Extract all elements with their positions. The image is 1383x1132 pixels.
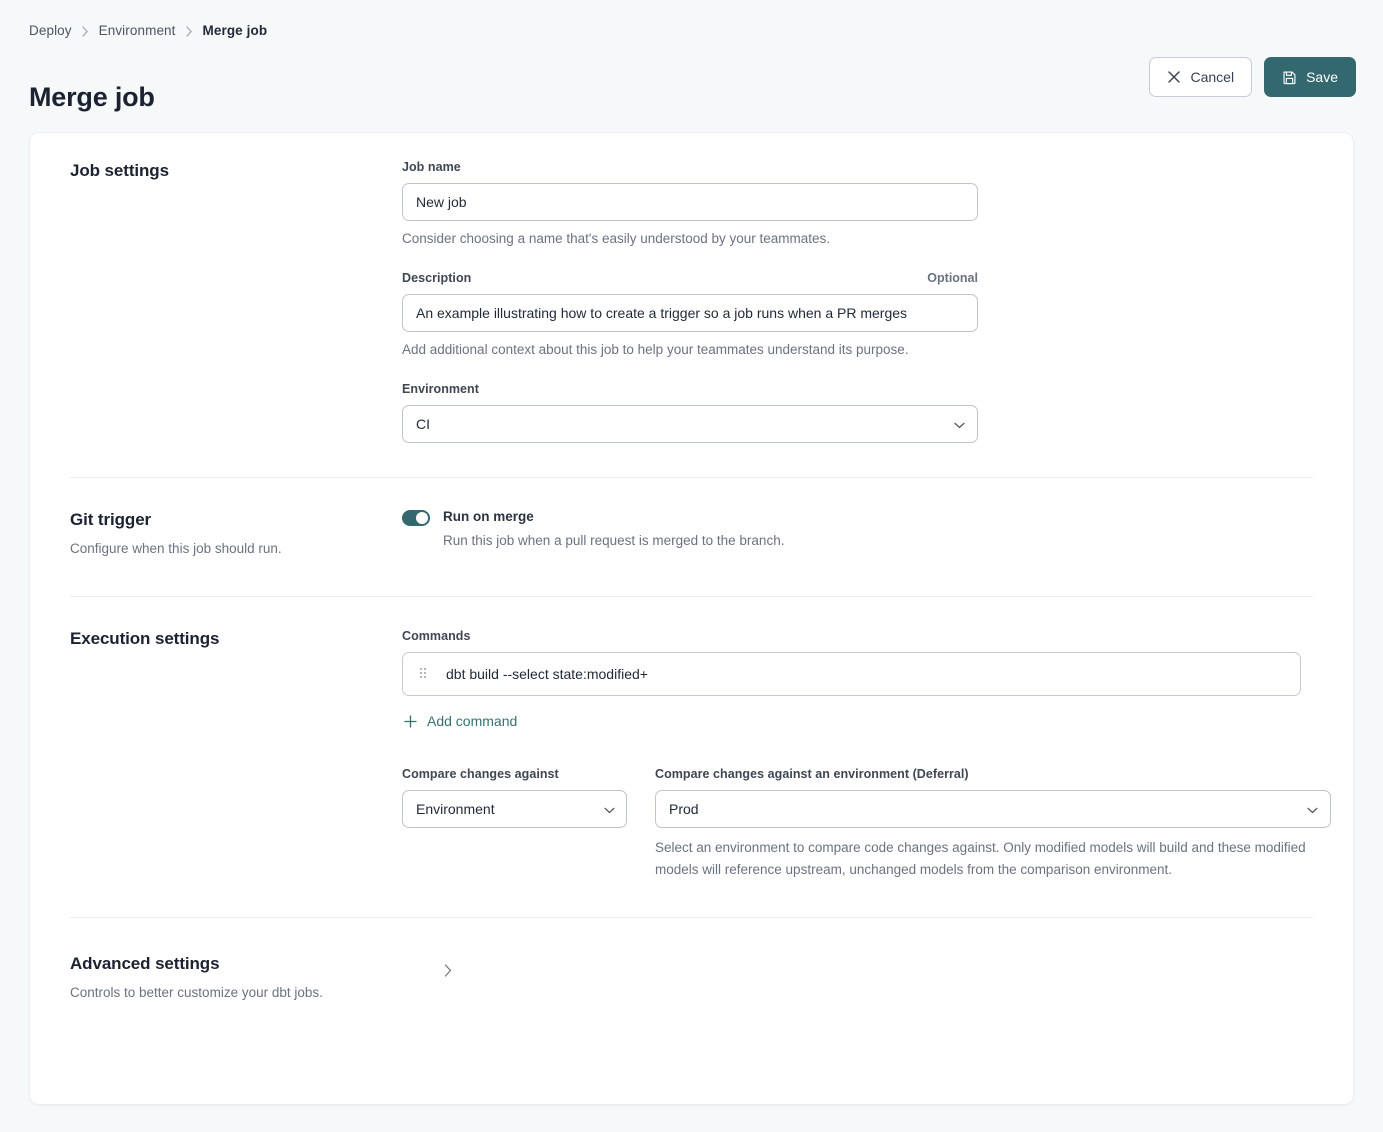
- section-job-settings-body: Job name New job Consider choosing a nam…: [402, 159, 1313, 443]
- description-optional-badge: Optional: [927, 271, 978, 285]
- run-on-merge-label: Run on merge: [443, 509, 534, 524]
- add-command-button[interactable]: Add command: [402, 711, 519, 731]
- field-environment: Environment CI: [402, 381, 1313, 443]
- close-icon: [1167, 70, 1181, 84]
- chevron-right-icon: [185, 25, 193, 37]
- drag-handle-icon[interactable]: [420, 668, 428, 680]
- section-job-settings: Job settings Job name New job Consider c…: [30, 133, 1353, 477]
- breadcrumb-item-environment[interactable]: Environment: [98, 23, 176, 38]
- section-git-trigger-body: Run on merge Run this job when a pull re…: [402, 508, 1313, 558]
- deferral-label: Compare changes against an environment (…: [655, 766, 969, 781]
- description-input-value: An example illustrating how to create a …: [416, 305, 908, 321]
- settings-card: Job settings Job name New job Consider c…: [29, 132, 1354, 1105]
- section-job-settings-header: Job settings: [70, 159, 402, 443]
- deferral-help: Select an environment to compare code ch…: [655, 839, 1306, 877]
- environment-select[interactable]: CI: [402, 405, 978, 443]
- commands-label: Commands: [402, 629, 471, 643]
- cancel-button[interactable]: Cancel: [1149, 57, 1253, 97]
- section-divider: [70, 477, 1313, 478]
- compare-changes-against-value: Environment: [416, 800, 495, 817]
- section-git-trigger-header: Git trigger Configure when this job shou…: [70, 508, 402, 558]
- section-title: Execution settings: [70, 629, 220, 648]
- section-execution-settings-body: Commands dbt build --select state:modifi…: [402, 627, 1331, 881]
- section-git-trigger: Git trigger Configure when this job shou…: [30, 478, 1353, 596]
- section-subtitle: Controls to better customize your dbt jo…: [70, 984, 323, 1000]
- description-help: Add additional context about this job to…: [402, 342, 909, 357]
- job-name-help: Consider choosing a name that's easily u…: [402, 231, 831, 246]
- section-title: Advanced settings: [70, 953, 220, 973]
- deferral-select-value: Prod: [669, 800, 699, 817]
- section-execution-settings: Execution settings Commands dbt build --…: [30, 597, 1353, 917]
- header-actions: Cancel Save: [1149, 57, 1356, 97]
- section-divider: [70, 916, 1313, 918]
- description-label: Description: [402, 271, 472, 285]
- expand-advanced-settings-chevron-right-icon[interactable]: [444, 963, 452, 977]
- plus-icon: [404, 714, 417, 728]
- description-input[interactable]: An example illustrating how to create a …: [402, 294, 978, 332]
- job-name-label: Job name: [402, 160, 461, 174]
- breadcrumb-item-merge-job[interactable]: Merge job: [202, 23, 268, 38]
- compare-changes-against-label: Compare changes against: [402, 766, 559, 781]
- section-title: Job settings: [70, 161, 169, 180]
- field-deferral: Compare changes against an environment (…: [655, 765, 1331, 881]
- section-advanced-settings-header: Advanced settings Controls to better cus…: [70, 952, 452, 1002]
- save-button-label: Save: [1306, 69, 1338, 85]
- chevron-down-icon: [1307, 801, 1318, 817]
- chevron-down-icon: [604, 801, 615, 817]
- breadcrumb: Deploy Environment Merge job: [29, 22, 267, 40]
- command-row[interactable]: dbt build --select state:modified+: [402, 652, 1301, 696]
- deferral-select[interactable]: Prod: [655, 789, 1331, 828]
- section-divider: [70, 596, 1313, 597]
- section-title: Git trigger: [70, 510, 152, 529]
- save-button[interactable]: Save: [1264, 57, 1356, 97]
- save-disk-icon: [1282, 70, 1297, 85]
- section-subtitle: Configure when this job should run.: [70, 541, 282, 556]
- section-execution-settings-header: Execution settings: [70, 627, 402, 881]
- run-on-merge-row: Run on merge Run this job when a pull re…: [402, 508, 1313, 550]
- field-commands: Commands dbt build --select state:modifi…: [402, 627, 1313, 733]
- run-on-merge-toggle[interactable]: [402, 510, 430, 526]
- cancel-button-label: Cancel: [1190, 69, 1235, 85]
- field-compare-changes-against: Compare changes against Environment: [402, 765, 627, 881]
- field-job-name: Job name New job Consider choosing a nam…: [402, 159, 1313, 248]
- compare-changes-against-select[interactable]: Environment: [402, 789, 627, 828]
- page-title: Merge job: [29, 82, 155, 113]
- job-name-input-value: New job: [416, 194, 467, 210]
- add-command-label: Add command: [427, 713, 518, 729]
- run-on-merge-help: Run this job when a pull request is merg…: [443, 533, 785, 548]
- chevron-down-icon: [954, 416, 965, 432]
- field-description: Description Optional An example illustra…: [402, 270, 1313, 359]
- environment-label: Environment: [402, 382, 479, 396]
- breadcrumb-item-deploy[interactable]: Deploy: [29, 23, 72, 38]
- toggle-knob: [416, 512, 428, 524]
- section-advanced-settings-body: [402, 952, 1313, 1002]
- job-name-input[interactable]: New job: [402, 183, 978, 221]
- compare-changes-group: Compare changes against Environment Comp…: [402, 765, 1331, 881]
- chevron-right-icon: [82, 25, 89, 37]
- environment-select-value: CI: [416, 416, 430, 432]
- command-input-value: dbt build --select state:modified+: [446, 666, 648, 682]
- section-advanced-settings[interactable]: Advanced settings Controls to better cus…: [30, 918, 1353, 1036]
